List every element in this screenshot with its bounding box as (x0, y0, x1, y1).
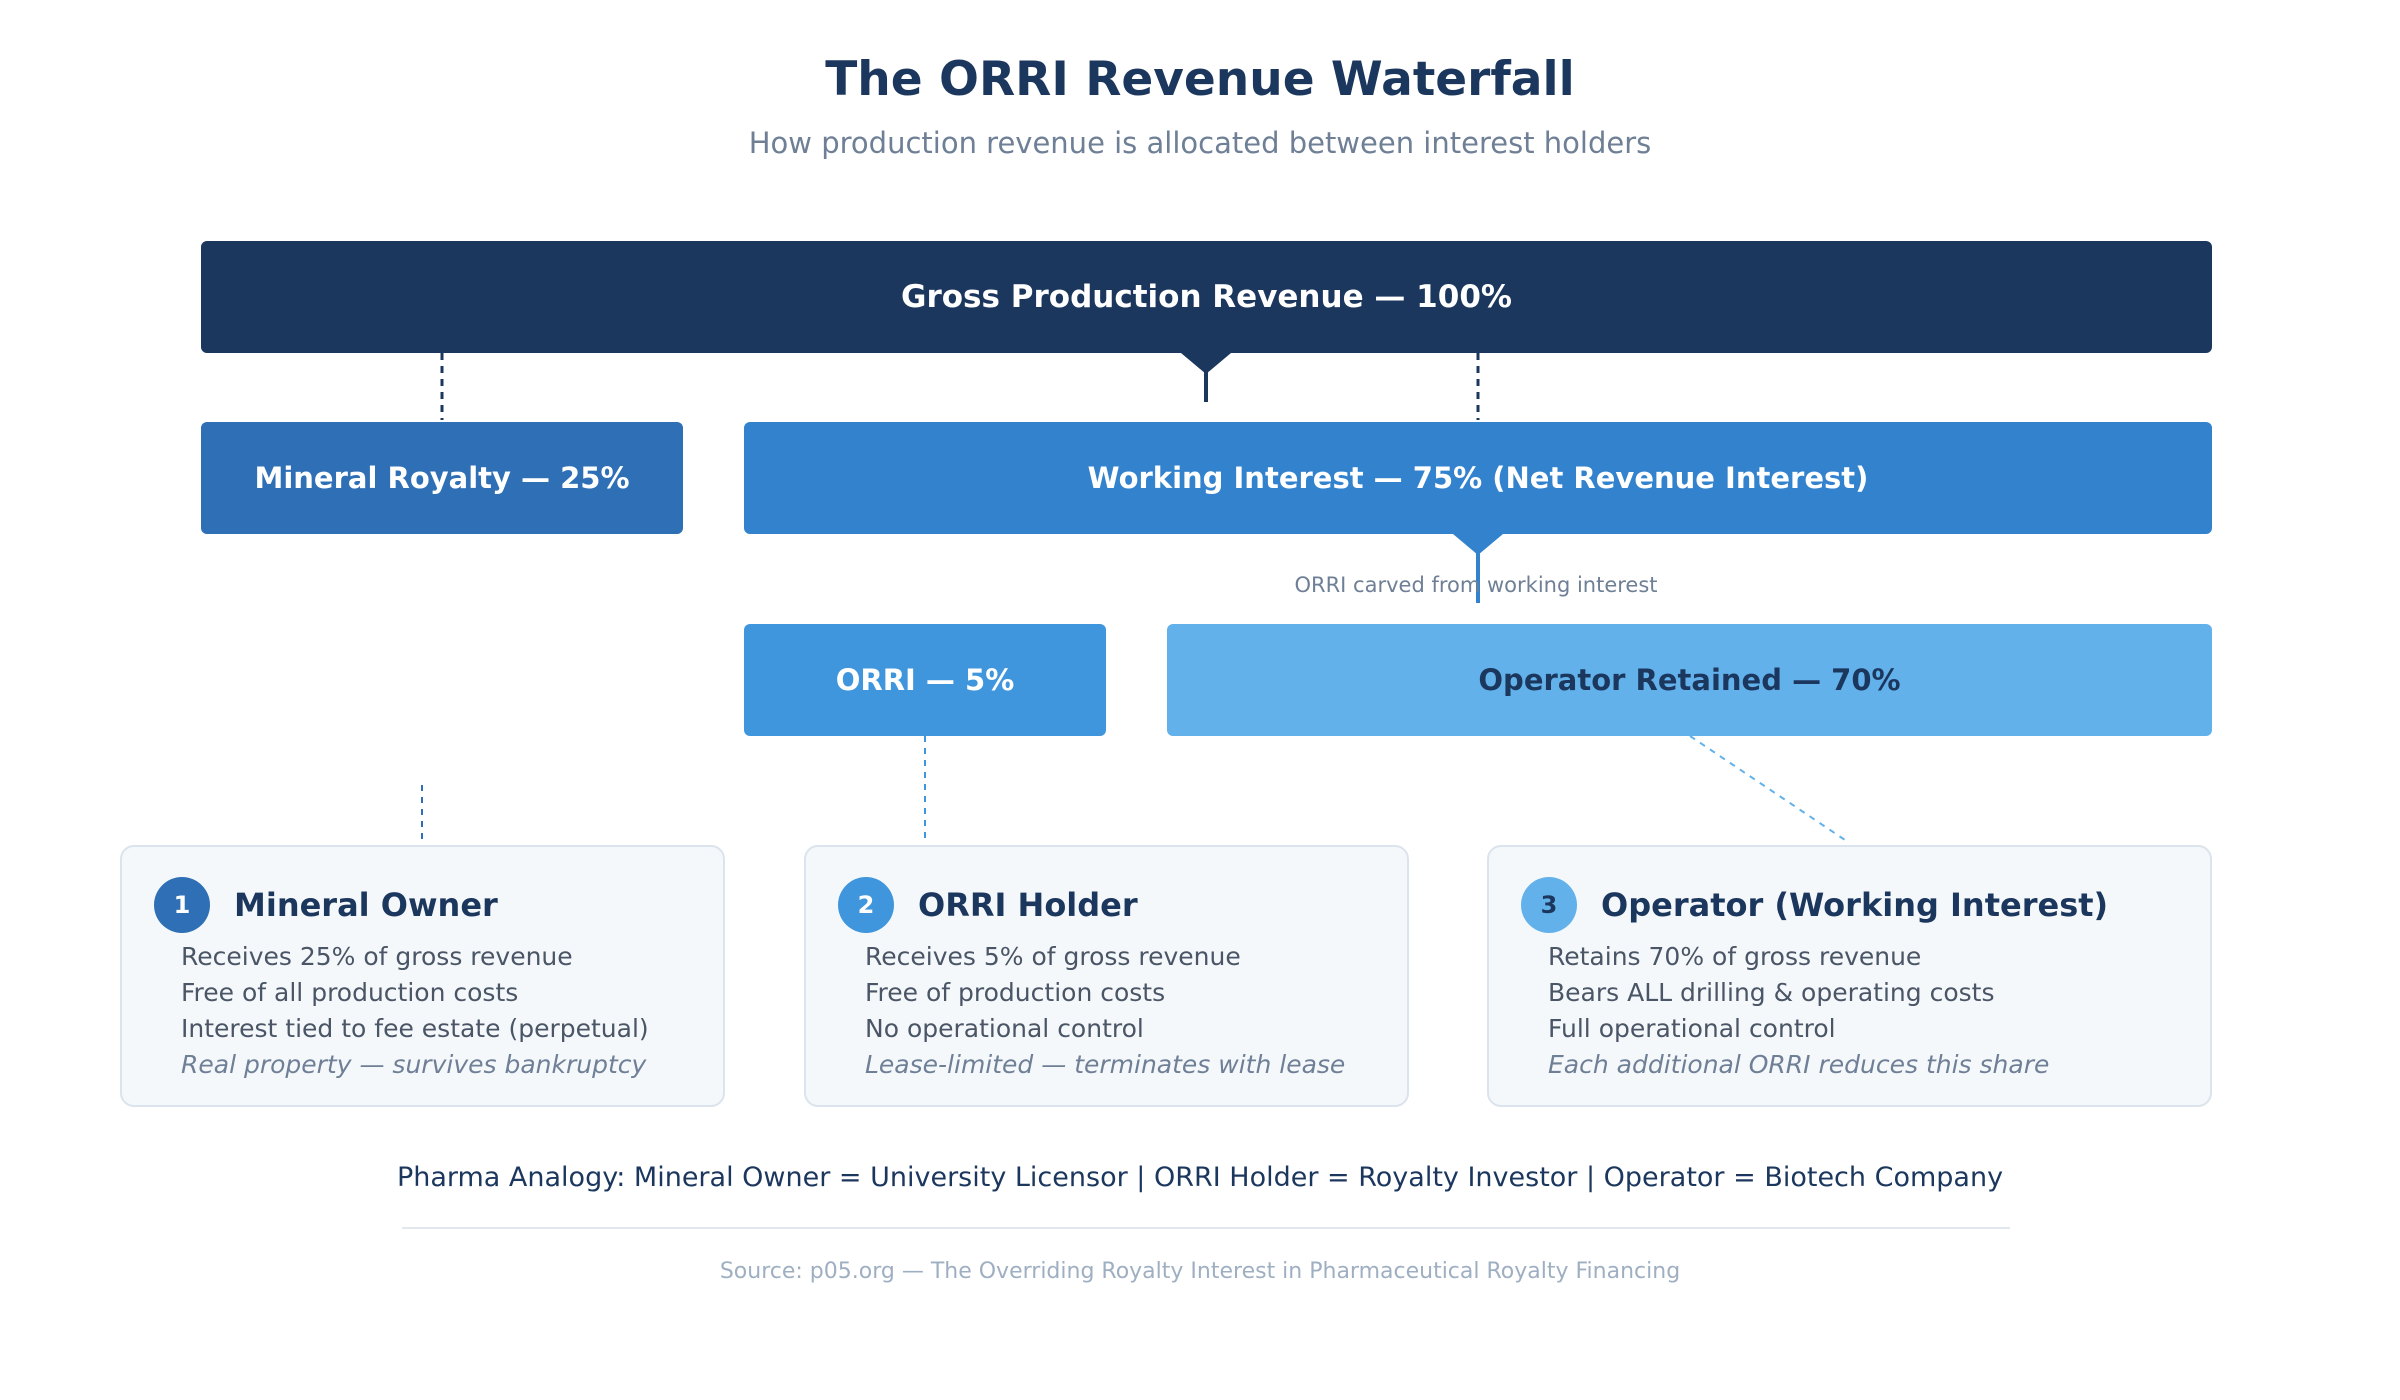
card-title: Operator (Working Interest) (1601, 886, 2109, 924)
gross-revenue-bar: Gross Production Revenue — 100% (201, 241, 2212, 353)
card-line: Receives 5% of gross revenue (865, 942, 1241, 971)
orri-carve-note: ORRI carved from working interest (1294, 573, 1658, 597)
card-note: Each additional ORRI reduces this share (1548, 1050, 2050, 1079)
card-line: Free of all production costs (181, 978, 519, 1007)
card-line: Interest tied to fee estate (perpetual) (181, 1014, 649, 1043)
orri-holder-card: 2 ORRI Holder Receives 5% of gross reven… (804, 845, 1409, 1107)
card-number-badge: 1 (154, 877, 210, 933)
operator-retained-label: Operator Retained — 70% (1478, 663, 1901, 697)
operator-card: 3 Operator (Working Interest) Retains 70… (1487, 845, 2212, 1107)
mineral-royalty-bar: Mineral Royalty — 25% (201, 422, 683, 534)
card-line: Receives 25% of gross revenue (181, 942, 573, 971)
card-line: Full operational control (1548, 1014, 1836, 1043)
mineral-royalty-label: Mineral Royalty — 25% (254, 461, 630, 495)
gross-pointer (1181, 353, 1231, 374)
page-title: The ORRI Revenue Waterfall (825, 52, 1575, 107)
working-pointer (1453, 534, 1503, 555)
card-line: Bears ALL drilling & operating costs (1548, 978, 1995, 1007)
footer-divider (402, 1227, 2010, 1229)
mineral-owner-card: 1 Mineral Owner Receives 25% of gross re… (120, 845, 725, 1107)
orri-bar: ORRI — 5% (744, 624, 1106, 736)
gross-revenue-label: Gross Production Revenue — 100% (901, 279, 1512, 315)
source-citation: Source: p05.org — The Overriding Royalty… (719, 1259, 1681, 1284)
card-number-badge: 3 (1521, 877, 1577, 933)
card-number-badge: 2 (838, 877, 894, 933)
card-title: Mineral Owner (234, 886, 498, 924)
operator-retained-bar: Operator Retained — 70% (1167, 624, 2212, 736)
card-note: Lease-limited — terminates with lease (865, 1050, 1346, 1079)
card-line: Retains 70% of gross revenue (1548, 942, 1922, 971)
working-interest-label: Working Interest — 75% (Net Revenue Inte… (1087, 461, 1869, 495)
card-line: Free of production costs (865, 978, 1166, 1007)
card-note: Real property — survives bankruptcy (181, 1050, 647, 1079)
connector-to-operator-card (1689, 735, 1849, 843)
orri-label: ORRI — 5% (835, 663, 1015, 697)
working-interest-bar: Working Interest — 75% (Net Revenue Inte… (744, 422, 2212, 534)
pharma-analogy: Pharma Analogy: Mineral Owner = Universi… (396, 1162, 2004, 1193)
page-subtitle: How production revenue is allocated betw… (748, 126, 1652, 160)
card-title: ORRI Holder (918, 886, 1138, 924)
card-line: No operational control (865, 1014, 1144, 1043)
